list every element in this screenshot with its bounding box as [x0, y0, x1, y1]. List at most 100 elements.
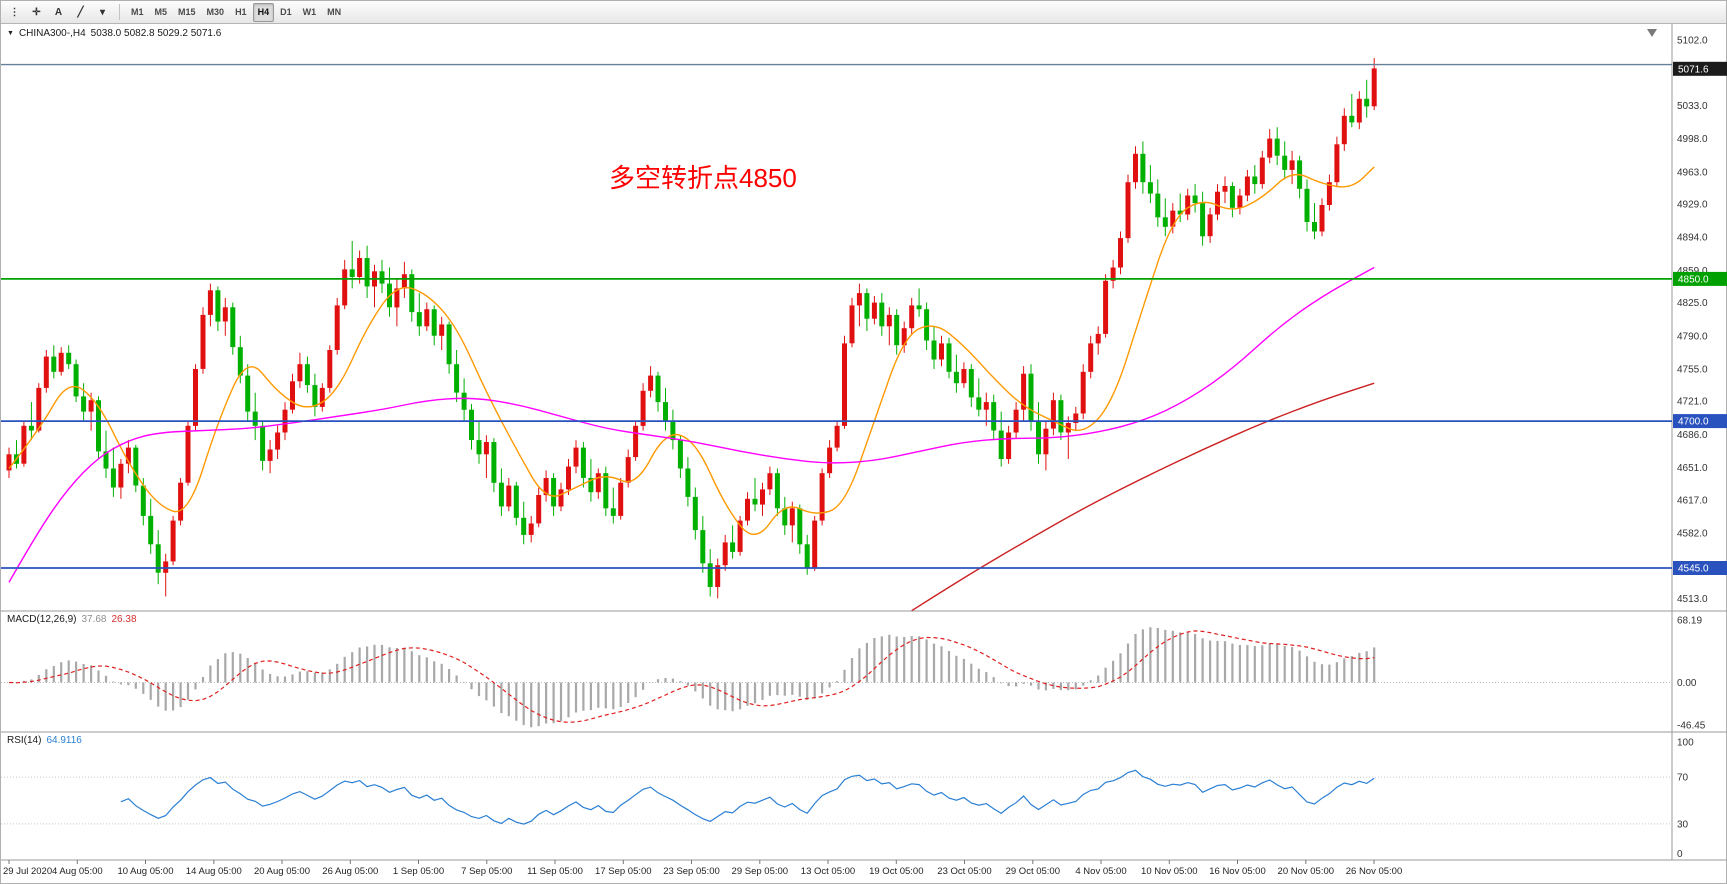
candle	[21, 425, 27, 464]
candle	[1155, 193, 1161, 218]
candle	[297, 364, 303, 382]
price-scale-label: 4998.0	[1677, 134, 1708, 145]
price-scale-label: 4651.0	[1677, 463, 1708, 474]
price-scale-label: 5102.0	[1677, 36, 1708, 47]
candle	[1244, 176, 1250, 196]
candle	[797, 508, 803, 545]
crosshair-icon[interactable]: ✛	[32, 6, 41, 18]
candle	[1289, 160, 1295, 170]
candle	[558, 489, 564, 507]
candle	[648, 375, 654, 391]
price-badge	[1673, 271, 1727, 286]
candle	[983, 402, 989, 410]
candle	[349, 269, 355, 277]
collapse-icon[interactable]: ▼	[7, 30, 14, 37]
price-scale-label: 4894.0	[1677, 233, 1708, 244]
candle	[170, 520, 176, 562]
candle	[1006, 432, 1012, 459]
candle	[1147, 182, 1153, 194]
candle	[125, 447, 131, 464]
candle	[148, 515, 154, 545]
candle	[543, 478, 549, 496]
candle	[230, 307, 236, 348]
timeframe-button-d1[interactable]: D1	[280, 7, 292, 17]
candle	[207, 290, 213, 315]
time-axis-label: 7 Sep 05:00	[461, 866, 512, 877]
candle	[461, 392, 467, 410]
candle	[1192, 195, 1198, 204]
candle	[483, 442, 489, 455]
trendline-tool-icon[interactable]: ╱	[77, 6, 84, 18]
price-scale-label: 5033.0	[1677, 101, 1708, 112]
candle	[991, 402, 997, 431]
candle	[1349, 115, 1355, 123]
candle	[655, 375, 661, 403]
timeframe-button-mn[interactable]: MN	[327, 7, 342, 17]
candle	[1133, 153, 1138, 183]
candle	[1267, 138, 1273, 158]
time-axis-label: 20 Aug 05:00	[254, 866, 310, 877]
toolbar-separator	[119, 4, 120, 20]
price-scale-label: 4790.0	[1677, 331, 1708, 342]
price-scale-label: 4582.0	[1677, 529, 1708, 540]
timeframe-button-h1[interactable]: H1	[235, 7, 247, 17]
candle	[804, 544, 810, 568]
candle	[871, 302, 877, 319]
candle	[1043, 428, 1049, 455]
candle	[595, 473, 601, 493]
macd-scale-label: -46.45	[1677, 721, 1706, 732]
candle	[1334, 144, 1340, 183]
candle	[864, 293, 870, 319]
candle	[252, 411, 258, 426]
time-axis-label: 16 Nov 05:00	[1209, 866, 1266, 877]
candle	[968, 369, 974, 398]
price-badge	[1673, 414, 1727, 429]
text-tool-button[interactable]: A	[54, 6, 63, 18]
ma-slow-line	[911, 382, 1375, 612]
timeframe-buttons: M1 M5 M15 M30 H1 H4 D1 W1 MN	[126, 2, 346, 22]
candle	[513, 485, 519, 518]
candle	[521, 517, 527, 535]
candle	[1282, 155, 1288, 170]
timeframe-button-h4[interactable]: H4	[252, 2, 275, 22]
candle	[819, 473, 825, 521]
timeframe-button-w1[interactable]: W1	[302, 7, 317, 17]
timeframe-button-m30[interactable]: M30	[206, 7, 225, 17]
price-badge-label: 4545.0	[1678, 564, 1709, 575]
candle	[953, 371, 959, 384]
candle	[760, 489, 765, 505]
candle	[454, 364, 460, 393]
candle	[856, 293, 862, 306]
symbol-label: CHINA300-,H4	[18, 28, 86, 39]
candle	[976, 397, 982, 410]
candle	[1140, 153, 1146, 183]
chart-shift-marker-icon[interactable]	[1647, 29, 1657, 37]
candle	[528, 523, 534, 535]
candle	[909, 305, 915, 329]
candle	[774, 473, 780, 509]
macd-scale-label: 0.00	[1677, 678, 1697, 689]
candle	[319, 387, 325, 407]
price-scale-label: 4859.0	[1677, 266, 1708, 277]
candle	[275, 432, 281, 450]
timeframe-button-m1[interactable]: M1	[131, 7, 144, 17]
candle	[1185, 195, 1191, 215]
candle	[1021, 373, 1027, 410]
rsi-line	[120, 769, 1375, 825]
timeframe-button-m15[interactable]: M15	[178, 7, 196, 17]
candle	[439, 324, 445, 336]
time-axis-label: 4 Aug 05:00	[52, 866, 103, 877]
timeframe-button-m5[interactable]: M5	[154, 7, 168, 17]
time-axis-label: 23 Sep 05:00	[663, 866, 720, 877]
candle	[118, 463, 124, 488]
chart-annotation-text: 多空转折点4850	[609, 163, 797, 193]
tools-dropdown-caret[interactable]: ▾	[99, 6, 106, 18]
toolbar-drag-handle[interactable]: ⋮	[9, 6, 20, 18]
candle	[267, 449, 273, 461]
candle	[692, 496, 698, 531]
candle	[96, 400, 101, 452]
candle	[304, 364, 310, 386]
candle	[939, 343, 944, 360]
toolbar-tools: ⋮ ✛ A ╱ ▾	[4, 3, 113, 22]
